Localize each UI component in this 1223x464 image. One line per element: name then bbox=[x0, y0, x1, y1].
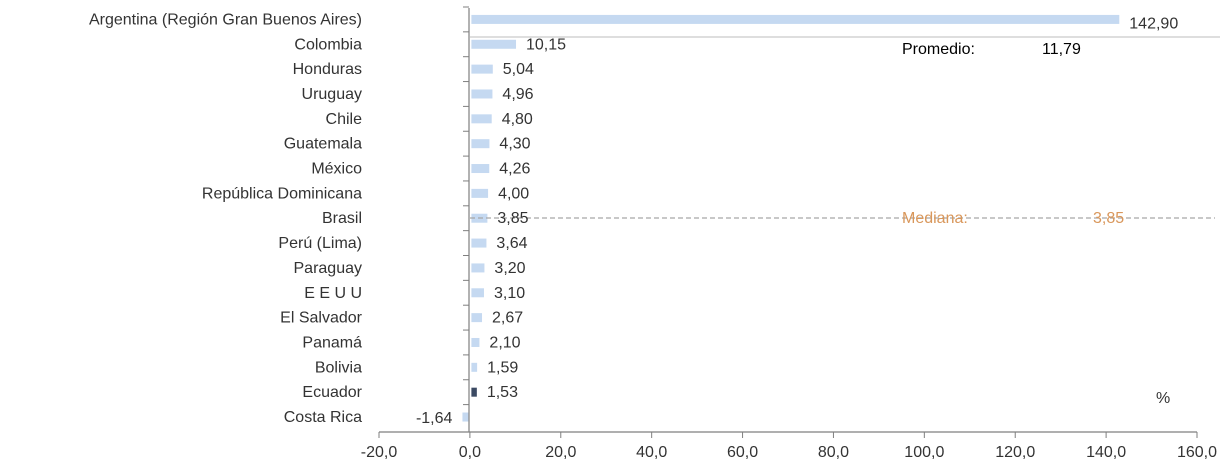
category-label: República Dominicana bbox=[202, 185, 362, 202]
category-label: México bbox=[311, 161, 362, 178]
bar bbox=[471, 313, 482, 322]
x-tick-label: 100,0 bbox=[904, 444, 944, 461]
bar bbox=[471, 263, 484, 272]
data-label: 1,59 bbox=[487, 359, 518, 376]
category-label: El Salvador bbox=[280, 310, 362, 327]
bar bbox=[471, 114, 491, 123]
category-label: E E U U bbox=[304, 285, 362, 302]
median-label: Mediana: bbox=[902, 210, 968, 227]
category-label: Argentina (Región Gran Buenos Aires) bbox=[89, 11, 362, 28]
x-tick-label: 140,0 bbox=[1086, 444, 1126, 461]
x-tick-label: -20,0 bbox=[361, 444, 398, 461]
category-label: Colombia bbox=[294, 36, 362, 53]
bar bbox=[462, 413, 468, 422]
data-label: 3,20 bbox=[494, 260, 525, 277]
data-label: 142,90 bbox=[1129, 15, 1178, 32]
bar bbox=[471, 139, 489, 148]
category-label: Uruguay bbox=[302, 86, 362, 103]
data-label: 4,80 bbox=[502, 111, 533, 128]
median-value: 3,85 bbox=[1093, 210, 1124, 227]
bar bbox=[471, 164, 489, 173]
x-tick-label: 0,0 bbox=[459, 444, 481, 461]
bar bbox=[471, 40, 516, 49]
category-label: Panamá bbox=[302, 334, 362, 351]
data-label: 3,64 bbox=[496, 235, 527, 252]
average-value: 11,79 bbox=[1042, 41, 1081, 58]
bar bbox=[471, 288, 484, 297]
category-label: Guatemala bbox=[284, 136, 362, 153]
unit-label: % bbox=[1156, 390, 1170, 407]
x-tick-label: 160,0 bbox=[1177, 444, 1217, 461]
data-label: 2,67 bbox=[492, 310, 523, 327]
category-label: Chile bbox=[326, 111, 363, 128]
bar bbox=[471, 89, 492, 98]
data-label: 4,26 bbox=[499, 161, 530, 178]
bar bbox=[471, 239, 486, 248]
data-label: 4,00 bbox=[498, 185, 529, 202]
bar bbox=[471, 338, 479, 347]
data-label: 3,10 bbox=[494, 285, 525, 302]
average-label: Promedio: bbox=[902, 41, 975, 58]
bar bbox=[471, 363, 477, 372]
x-tick-label: 80,0 bbox=[818, 444, 849, 461]
category-label: Costa Rica bbox=[284, 409, 362, 426]
data-label: -1,64 bbox=[416, 410, 453, 427]
bar bbox=[471, 189, 488, 198]
category-label: Brasil bbox=[322, 210, 362, 227]
category-label: Paraguay bbox=[294, 260, 363, 277]
bar bbox=[471, 65, 492, 74]
data-label: 2,10 bbox=[489, 334, 520, 351]
data-label: 3,85 bbox=[497, 210, 528, 227]
category-label: Perú (Lima) bbox=[278, 235, 362, 252]
category-label: Ecuador bbox=[302, 384, 362, 401]
data-label: 1,53 bbox=[487, 384, 518, 401]
bar bbox=[471, 15, 1119, 24]
x-tick-label: 20,0 bbox=[545, 444, 576, 461]
bar bbox=[471, 388, 476, 397]
x-tick-label: 60,0 bbox=[727, 444, 758, 461]
data-label: 10,15 bbox=[526, 36, 566, 53]
data-label: 5,04 bbox=[503, 61, 534, 78]
data-label: 4,30 bbox=[499, 136, 530, 153]
category-label: Bolivia bbox=[315, 359, 362, 376]
x-tick-label: 120,0 bbox=[995, 444, 1035, 461]
data-label: 4,96 bbox=[502, 86, 533, 103]
x-tick-label: 40,0 bbox=[636, 444, 667, 461]
category-label: Honduras bbox=[293, 61, 362, 78]
